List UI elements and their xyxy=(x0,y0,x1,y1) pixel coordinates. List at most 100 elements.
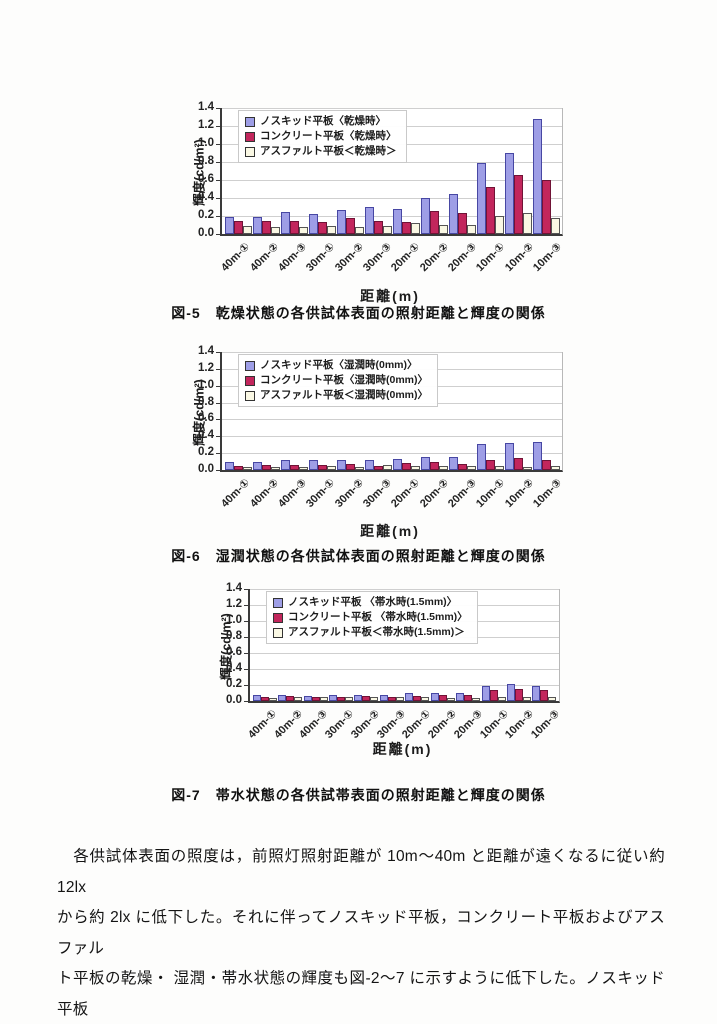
legend-item: コンクリート平板〈乾燥時〉 xyxy=(245,129,397,144)
x-tick-label: 10m-② xyxy=(502,476,536,510)
bar-group xyxy=(308,214,336,234)
figure-5-caption: 図-5 乾燥状態の各供試体表面の照射距離と輝度の関係 xyxy=(171,305,546,321)
bar-group xyxy=(455,693,481,701)
bar xyxy=(513,175,523,234)
y-tick-label: 1.0 xyxy=(198,137,214,149)
bar xyxy=(392,459,402,470)
bar xyxy=(457,464,467,470)
bar xyxy=(345,218,355,234)
bar xyxy=(345,464,355,470)
gridline xyxy=(222,436,562,438)
bar xyxy=(336,697,345,701)
bar xyxy=(317,465,327,470)
bar xyxy=(308,460,318,470)
bar xyxy=(485,187,495,234)
legend-swatch xyxy=(273,612,283,623)
y-tick-mark xyxy=(216,216,222,217)
y-tick-label: 0.8 xyxy=(198,155,214,167)
y-tick-label: 1.4 xyxy=(226,582,242,594)
bar xyxy=(364,207,374,234)
bar-group xyxy=(405,693,430,701)
bar xyxy=(532,686,541,701)
legend-swatch xyxy=(245,131,255,142)
bar xyxy=(550,218,560,234)
bar xyxy=(382,465,392,470)
y-tick-mark xyxy=(216,402,222,404)
bar xyxy=(395,697,404,701)
gridline xyxy=(222,216,562,217)
y-tick-mark xyxy=(244,637,250,638)
y-tick-label: 0.8 xyxy=(198,395,214,408)
x-tick-label: 20m-③ xyxy=(451,707,486,741)
y-tick-mark xyxy=(216,470,222,471)
y-tick-label: 1.4 xyxy=(198,345,214,357)
bar xyxy=(438,225,448,234)
figure-6-caption: 図-6 湿潤状態の各供試体表面の照射距離と輝度の関係 xyxy=(171,548,546,564)
bar-group xyxy=(504,153,532,234)
y-tick-mark xyxy=(216,144,222,145)
bar xyxy=(481,686,490,701)
bar xyxy=(457,213,467,234)
x-tick-label: 30m-① xyxy=(304,240,338,274)
y-tick-mark xyxy=(216,385,222,387)
bar xyxy=(328,695,337,701)
bar xyxy=(522,467,532,470)
bar xyxy=(489,690,498,701)
y-tick-mark xyxy=(244,701,250,702)
bar xyxy=(387,697,396,701)
legend-label: コンクリート平板〈湿潤時(0mm)〉 xyxy=(260,374,429,386)
y-tick-label: 0.4 xyxy=(198,191,214,203)
bar xyxy=(392,209,402,234)
legend-item: アスファルト平板＜湿潤時(0mm)〉 xyxy=(245,388,428,403)
bar xyxy=(494,216,504,234)
x-tick-label: 30m-③ xyxy=(360,476,395,510)
legend-item: アスファルト平板＜乾燥時＞ xyxy=(245,144,397,159)
bar xyxy=(311,697,320,701)
y-tick-label: 0.0 xyxy=(198,463,214,475)
gridline xyxy=(250,653,559,654)
y-tick-label: 0.0 xyxy=(226,694,242,706)
y-tick-label: 1.0 xyxy=(198,378,214,391)
x-tick-label: 10m-③ xyxy=(530,240,565,274)
x-tick-label: 30m-② xyxy=(332,476,366,510)
bar xyxy=(448,457,458,470)
y-tick-mark xyxy=(216,108,222,109)
bar xyxy=(319,697,328,701)
body-paragraph: 各供試体表面の照度は，前照灯照射距離が 10m～40m と距離が遠くなるに従い約… xyxy=(57,842,665,1024)
bar-group xyxy=(420,198,448,234)
bar xyxy=(513,458,523,470)
bar xyxy=(401,222,411,234)
y-tick-label: 0.2 xyxy=(198,446,214,459)
bar xyxy=(242,467,252,470)
x-tick-label: 20m-② xyxy=(417,240,451,274)
bar-group xyxy=(476,163,504,234)
legend-item: コンクリート平板 〈帯水時(1.5mm)〉 xyxy=(273,610,468,625)
bar xyxy=(541,180,551,234)
bar-group xyxy=(224,462,252,470)
bar xyxy=(522,697,531,701)
legend-label: アスファルト平板＜帯水時(1.5mm)＞ xyxy=(288,626,465,638)
x-tick-label: 40m-③ xyxy=(275,476,310,510)
bar xyxy=(303,696,312,701)
bar-group xyxy=(252,462,280,470)
legend-label: アスファルト平板＜湿潤時(0mm)〉 xyxy=(260,389,429,401)
bar-group xyxy=(448,457,476,470)
y-tick-mark xyxy=(216,419,222,421)
bar-group xyxy=(392,459,420,470)
bar-group xyxy=(532,119,560,234)
y-tick-mark xyxy=(216,162,222,163)
bar xyxy=(456,693,465,701)
bar xyxy=(522,213,532,234)
plot-area: 0.0 0.2 0.4 0.6 0.8 1.0 1.2 1.4 ノスキッド平板〈湿潤時(0mm)… xyxy=(198,345,563,475)
legend-item: ノスキッド平板〈乾燥時〉 xyxy=(245,114,397,129)
bar xyxy=(336,210,346,234)
bar xyxy=(497,697,506,701)
y-tick-mark xyxy=(244,605,250,606)
bar-group xyxy=(420,457,448,470)
x-tick-label: 20m-② xyxy=(417,476,451,510)
bar xyxy=(336,460,346,470)
y-tick-mark xyxy=(216,436,222,438)
bar xyxy=(326,466,336,470)
x-tick-label: 20m-② xyxy=(426,707,460,741)
